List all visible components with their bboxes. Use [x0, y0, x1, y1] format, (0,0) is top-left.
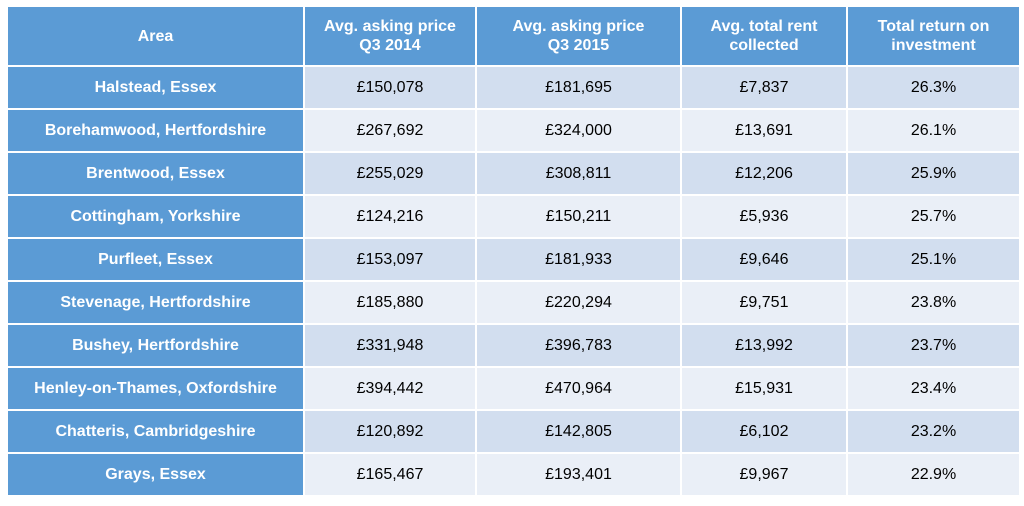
table-row: Cottingham, Yorkshire £124,216 £150,211 …	[8, 196, 1019, 237]
area-cell: Stevenage, Hertfordshire	[8, 282, 303, 323]
header-rent: Avg. total rent collected	[682, 7, 846, 65]
table-row: Brentwood, Essex £255,029 £308,811 £12,2…	[8, 153, 1019, 194]
price-2014-cell: £267,692	[305, 110, 475, 151]
price-2015-cell: £220,294	[477, 282, 680, 323]
price-2014-cell: £185,880	[305, 282, 475, 323]
price-2014-cell: £153,097	[305, 239, 475, 280]
price-2014-cell: £394,442	[305, 368, 475, 409]
price-2015-cell: £308,811	[477, 153, 680, 194]
rent-cell: £13,691	[682, 110, 846, 151]
rent-cell: £6,102	[682, 411, 846, 452]
area-cell: Borehamwood, Hertfordshire	[8, 110, 303, 151]
price-2015-cell: £193,401	[477, 454, 680, 495]
header-roi: Total return on investment	[848, 7, 1019, 65]
roi-cell: 25.9%	[848, 153, 1019, 194]
rent-cell: £13,992	[682, 325, 846, 366]
price-2015-cell: £324,000	[477, 110, 680, 151]
property-returns-table-container: Area Avg. asking price Q3 2014 Avg. askin…	[6, 5, 1019, 497]
property-returns-table: Area Avg. asking price Q3 2014 Avg. askin…	[6, 5, 1021, 497]
roi-cell: 23.2%	[848, 411, 1019, 452]
table-row: Chatteris, Cambridgeshire £120,892 £142,…	[8, 411, 1019, 452]
table-row: Halstead, Essex £150,078 £181,695 £7,837…	[8, 67, 1019, 108]
table-row: Purfleet, Essex £153,097 £181,933 £9,646…	[8, 239, 1019, 280]
rent-cell: £9,646	[682, 239, 846, 280]
roi-cell: 26.1%	[848, 110, 1019, 151]
rent-cell: £7,837	[682, 67, 846, 108]
area-cell: Chatteris, Cambridgeshire	[8, 411, 303, 452]
rent-cell: £9,967	[682, 454, 846, 495]
rent-cell: £12,206	[682, 153, 846, 194]
rent-cell: £5,936	[682, 196, 846, 237]
price-2014-cell: £331,948	[305, 325, 475, 366]
price-2014-cell: £120,892	[305, 411, 475, 452]
area-cell: Purfleet, Essex	[8, 239, 303, 280]
area-cell: Cottingham, Yorkshire	[8, 196, 303, 237]
area-cell: Halstead, Essex	[8, 67, 303, 108]
price-2015-cell: £470,964	[477, 368, 680, 409]
price-2014-cell: £165,467	[305, 454, 475, 495]
price-2015-cell: £396,783	[477, 325, 680, 366]
table-row: Bushey, Hertfordshire £331,948 £396,783 …	[8, 325, 1019, 366]
rent-cell: £15,931	[682, 368, 846, 409]
rent-cell: £9,751	[682, 282, 846, 323]
area-cell: Brentwood, Essex	[8, 153, 303, 194]
price-2015-cell: £150,211	[477, 196, 680, 237]
price-2015-cell: £142,805	[477, 411, 680, 452]
area-cell: Henley-on-Thames, Oxfordshire	[8, 368, 303, 409]
roi-cell: 26.3%	[848, 67, 1019, 108]
table-header-row: Area Avg. asking price Q3 2014 Avg. askin…	[8, 7, 1019, 65]
price-2015-cell: £181,695	[477, 67, 680, 108]
table-row: Borehamwood, Hertfordshire £267,692 £324…	[8, 110, 1019, 151]
area-cell: Bushey, Hertfordshire	[8, 325, 303, 366]
price-2015-cell: £181,933	[477, 239, 680, 280]
header-area: Area	[8, 7, 303, 65]
roi-cell: 23.7%	[848, 325, 1019, 366]
header-price-2014: Avg. asking price Q3 2014	[305, 7, 475, 65]
roi-cell: 23.4%	[848, 368, 1019, 409]
header-price-2015: Avg. asking price Q3 2015	[477, 7, 680, 65]
price-2014-cell: £150,078	[305, 67, 475, 108]
price-2014-cell: £255,029	[305, 153, 475, 194]
roi-cell: 25.7%	[848, 196, 1019, 237]
roi-cell: 23.8%	[848, 282, 1019, 323]
roi-cell: 22.9%	[848, 454, 1019, 495]
table-row: Grays, Essex £165,467 £193,401 £9,967 22…	[8, 454, 1019, 495]
table-row: Stevenage, Hertfordshire £185,880 £220,2…	[8, 282, 1019, 323]
price-2014-cell: £124,216	[305, 196, 475, 237]
table-row: Henley-on-Thames, Oxfordshire £394,442 £…	[8, 368, 1019, 409]
area-cell: Grays, Essex	[8, 454, 303, 495]
roi-cell: 25.1%	[848, 239, 1019, 280]
